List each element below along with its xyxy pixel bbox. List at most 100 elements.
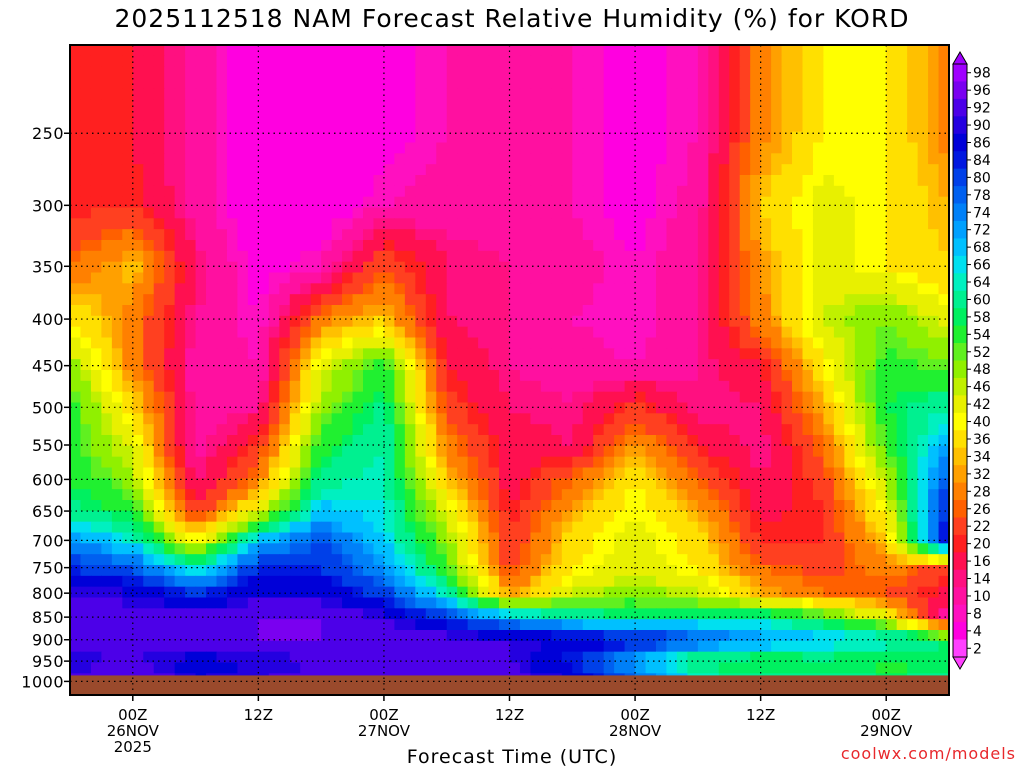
heatmap-cell (551, 272, 563, 284)
heatmap-cell (886, 196, 898, 209)
heatmap-cell (656, 110, 668, 122)
heatmap-cell (760, 456, 772, 469)
heatmap-cell (111, 283, 123, 295)
heatmap-cell (687, 99, 699, 111)
heatmap-cell (101, 402, 113, 414)
heatmap-cell (812, 467, 825, 479)
heatmap-cell (875, 467, 887, 479)
heatmap-cell (352, 640, 364, 653)
heatmap-cell (540, 445, 552, 458)
heatmap-cell (792, 120, 804, 133)
heatmap-cell (729, 261, 741, 274)
heatmap-cell (101, 597, 113, 609)
heatmap-cell (572, 478, 584, 490)
heatmap-cell (739, 45, 751, 57)
heatmap-cell (760, 142, 772, 154)
heatmap-cell (70, 196, 82, 209)
heatmap-cell (488, 261, 500, 274)
heatmap-cell (509, 66, 521, 79)
heatmap-cell (572, 435, 584, 447)
heatmap-cell (907, 532, 919, 544)
heatmap-cell (781, 521, 793, 534)
heatmap-cell (352, 586, 364, 599)
heatmap-cell (425, 380, 437, 393)
heatmap-cell (540, 294, 552, 306)
heatmap-cell (551, 88, 563, 100)
heatmap-cell (666, 565, 678, 577)
heatmap-cell (802, 207, 814, 219)
heatmap-cell (499, 283, 511, 295)
heatmap-cell (478, 120, 490, 133)
heatmap-cell (530, 619, 542, 631)
heatmap-cell (530, 521, 542, 534)
heatmap-cell (279, 586, 291, 599)
heatmap-cell (687, 651, 699, 664)
heatmap-cell (603, 142, 615, 154)
heatmap-cell (143, 500, 155, 512)
heatmap-cell (206, 250, 218, 263)
heatmap-cell (540, 77, 552, 89)
heatmap-cell (697, 218, 709, 230)
heatmap-cell (226, 110, 239, 122)
heatmap-cell (771, 467, 783, 479)
heatmap-cell (844, 240, 856, 252)
heatmap-cell (457, 435, 469, 447)
heatmap-cell (206, 586, 218, 599)
heatmap-cell (499, 391, 511, 404)
heatmap-cell (687, 66, 699, 79)
heatmap-cell (865, 619, 877, 631)
heatmap-cell (216, 315, 228, 328)
heatmap-cell (624, 229, 636, 241)
heatmap-cell (896, 424, 908, 436)
heatmap-cell (572, 294, 584, 306)
heatmap-cell (833, 662, 845, 674)
heatmap-cell (687, 521, 699, 534)
heatmap-cell (865, 175, 877, 187)
heatmap-cell (226, 630, 239, 642)
heatmap-cell (844, 272, 856, 284)
heatmap-cell (70, 424, 82, 436)
heatmap-cell (854, 413, 866, 425)
heatmap-cell (457, 218, 469, 230)
heatmap-cell (645, 619, 657, 631)
heatmap-cell (624, 424, 636, 436)
heatmap-cell (331, 185, 343, 198)
heatmap-cell (687, 608, 699, 620)
heatmap-cell (781, 489, 793, 501)
heatmap-cell (572, 218, 584, 230)
heatmap-cell (237, 55, 249, 68)
heatmap-cell (478, 424, 490, 436)
heatmap-cell (886, 283, 898, 295)
heatmap-cell (614, 110, 626, 122)
heatmap-cell (195, 489, 207, 501)
heatmap-cell (781, 608, 793, 620)
heatmap-cell (300, 370, 312, 382)
heatmap-cell (153, 640, 165, 653)
heatmap-cell (603, 294, 615, 306)
heatmap-cell (446, 510, 458, 523)
heatmap-cell (823, 185, 835, 198)
heatmap-cell (352, 630, 364, 642)
heatmap-cell (90, 142, 102, 154)
heatmap-cell (457, 142, 469, 154)
heatmap-cell (206, 45, 218, 57)
heatmap-cell (865, 489, 877, 501)
heatmap-cell (676, 651, 688, 664)
heatmap-cell (174, 630, 186, 642)
heatmap-cell (206, 305, 218, 317)
heatmap-cell (310, 131, 322, 144)
heatmap-cell (551, 348, 563, 360)
heatmap-cell (425, 240, 437, 252)
heatmap-cell (854, 88, 866, 100)
heatmap-cell (907, 565, 919, 577)
heatmap-cell (446, 55, 458, 68)
heatmap-cell (938, 370, 950, 382)
heatmap-cell (132, 305, 144, 317)
heatmap-cell (593, 456, 605, 469)
heatmap-cell (206, 467, 218, 479)
heatmap-cell (174, 110, 186, 122)
heatmap-cell (645, 66, 657, 79)
heatmap-cell (729, 294, 741, 306)
heatmap-cell (917, 370, 929, 382)
heatmap-cell (551, 315, 563, 328)
